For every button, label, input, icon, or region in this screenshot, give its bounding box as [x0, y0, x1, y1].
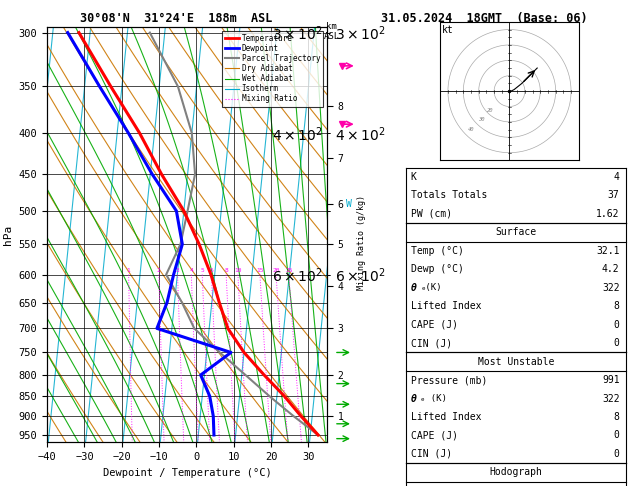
- Legend: Temperature, Dewpoint, Parcel Trajectory, Dry Adiabat, Wet Adiabat, Isotherm, Mi: Temperature, Dewpoint, Parcel Trajectory…: [221, 31, 323, 106]
- Text: PW (cm): PW (cm): [411, 209, 452, 219]
- Text: CIN (J): CIN (J): [411, 449, 452, 459]
- Text: 6: 6: [209, 268, 213, 274]
- Text: 37: 37: [608, 191, 620, 200]
- Text: 1: 1: [127, 268, 130, 274]
- Text: 25: 25: [285, 268, 292, 274]
- Text: 0: 0: [614, 449, 620, 459]
- Text: 30: 30: [477, 117, 484, 122]
- Text: 3: 3: [175, 268, 179, 274]
- Text: θ: θ: [411, 283, 416, 293]
- Text: 40: 40: [468, 127, 474, 132]
- Text: Mixing Ratio (g/kg): Mixing Ratio (g/kg): [357, 195, 366, 291]
- Text: Dewp (°C): Dewp (°C): [411, 264, 464, 274]
- Text: 32.1: 32.1: [596, 246, 620, 256]
- Text: 10: 10: [234, 268, 242, 274]
- Text: 20: 20: [272, 268, 280, 274]
- Text: Lifted Index: Lifted Index: [411, 412, 481, 422]
- Text: kt: kt: [442, 25, 454, 35]
- Text: ₑ (K): ₑ (K): [420, 394, 447, 403]
- Text: 30°08'N  31°24'E  188m  ASL: 30°08'N 31°24'E 188m ASL: [80, 12, 272, 25]
- Text: 20: 20: [487, 108, 494, 113]
- Text: km
ASL: km ASL: [323, 22, 340, 40]
- Text: W: W: [346, 199, 352, 209]
- X-axis label: Dewpoint / Temperature (°C): Dewpoint / Temperature (°C): [103, 468, 272, 478]
- Text: 15: 15: [256, 268, 264, 274]
- Text: 5: 5: [201, 268, 204, 274]
- Text: 4: 4: [189, 268, 193, 274]
- Text: 1.62: 1.62: [596, 209, 620, 219]
- Text: Pressure (mb): Pressure (mb): [411, 375, 487, 385]
- Text: 8: 8: [225, 268, 228, 274]
- Text: θ: θ: [411, 394, 416, 403]
- Text: Totals Totals: Totals Totals: [411, 191, 487, 200]
- Text: K: K: [411, 172, 416, 182]
- Text: 4.2: 4.2: [602, 264, 620, 274]
- Text: Hodograph: Hodograph: [489, 468, 542, 477]
- Text: 2: 2: [157, 268, 161, 274]
- Text: Surface: Surface: [495, 227, 537, 237]
- Y-axis label: hPa: hPa: [3, 225, 13, 244]
- Text: CIN (J): CIN (J): [411, 338, 452, 348]
- Text: Lifted Index: Lifted Index: [411, 301, 481, 311]
- Text: Most Unstable: Most Unstable: [477, 357, 554, 366]
- Text: 322: 322: [602, 394, 620, 403]
- Text: 0: 0: [614, 338, 620, 348]
- Text: CAPE (J): CAPE (J): [411, 320, 458, 330]
- Text: 31.05.2024  18GMT  (Base: 06): 31.05.2024 18GMT (Base: 06): [381, 12, 587, 25]
- Text: 8: 8: [614, 301, 620, 311]
- Text: 322: 322: [602, 283, 620, 293]
- Text: 8: 8: [614, 412, 620, 422]
- Text: ₑ(K): ₑ(K): [420, 283, 442, 292]
- Text: Temp (°C): Temp (°C): [411, 246, 464, 256]
- Text: 0: 0: [614, 431, 620, 440]
- Text: 991: 991: [602, 375, 620, 385]
- Text: CAPE (J): CAPE (J): [411, 431, 458, 440]
- Text: 4: 4: [614, 172, 620, 182]
- Text: 0: 0: [614, 320, 620, 330]
